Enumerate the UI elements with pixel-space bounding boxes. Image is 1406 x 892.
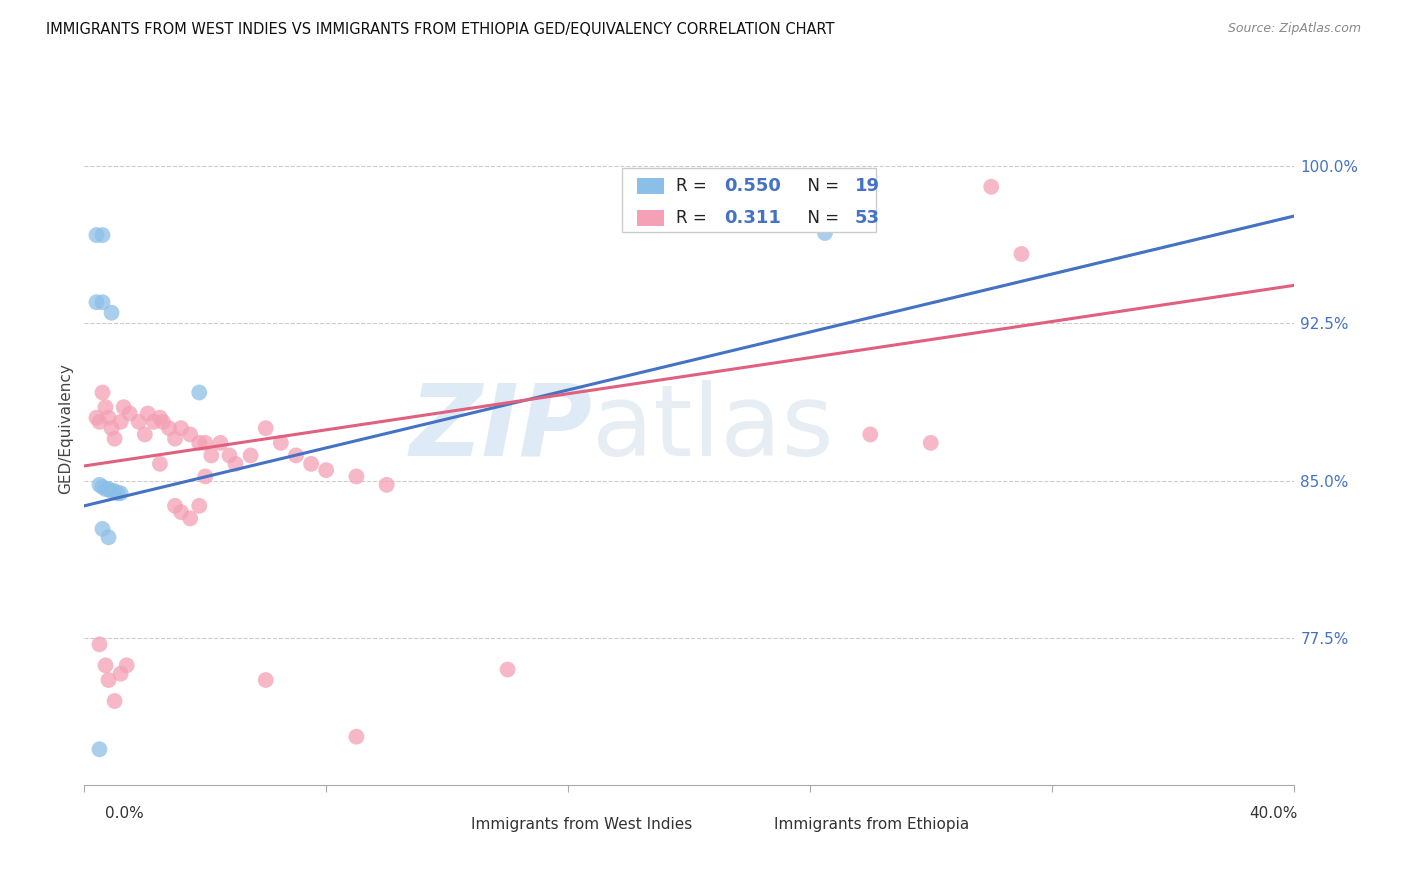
Point <box>100 306 122 320</box>
Point <box>110 666 132 681</box>
Point <box>89 415 111 429</box>
Point <box>375 478 398 492</box>
Text: 53: 53 <box>855 209 880 227</box>
Point <box>1011 247 1033 261</box>
Text: Immigrants from West Indies: Immigrants from West Indies <box>471 817 693 831</box>
Point <box>170 505 193 519</box>
Point <box>118 407 141 421</box>
Point <box>299 457 322 471</box>
Y-axis label: GED/Equivalency: GED/Equivalency <box>58 363 73 493</box>
Point <box>91 295 114 310</box>
Point <box>86 410 108 425</box>
Point <box>218 449 240 463</box>
Point <box>315 463 337 477</box>
Point <box>270 435 292 450</box>
Point <box>128 415 150 429</box>
Point <box>346 730 368 744</box>
Bar <box>637 178 664 194</box>
Point <box>97 482 120 496</box>
Text: ZIP: ZIP <box>409 380 592 476</box>
Point <box>496 663 519 677</box>
Text: IMMIGRANTS FROM WEST INDIES VS IMMIGRANTS FROM ETHIOPIA GED/EQUIVALENCY CORRELAT: IMMIGRANTS FROM WEST INDIES VS IMMIGRANT… <box>46 22 835 37</box>
Point <box>89 637 111 651</box>
Point <box>920 435 942 450</box>
Point <box>89 742 111 756</box>
Text: atlas: atlas <box>592 380 834 476</box>
Point <box>136 407 159 421</box>
Bar <box>441 817 465 833</box>
Point <box>165 432 187 446</box>
Point <box>142 415 165 429</box>
Text: N =: N = <box>797 177 844 194</box>
Point <box>100 421 122 435</box>
Point <box>285 449 308 463</box>
Point <box>91 228 114 243</box>
Point <box>179 511 201 525</box>
Point <box>110 486 132 500</box>
Point <box>188 435 211 450</box>
Point <box>110 415 132 429</box>
Text: 19: 19 <box>855 177 880 194</box>
Text: N =: N = <box>797 209 844 227</box>
Text: Source: ZipAtlas.com: Source: ZipAtlas.com <box>1227 22 1361 36</box>
Point <box>194 435 217 450</box>
Point <box>209 435 232 450</box>
Point <box>165 499 187 513</box>
Point <box>188 499 211 513</box>
Point <box>94 482 117 496</box>
Point <box>91 385 114 400</box>
Point <box>239 449 262 463</box>
Point <box>194 469 217 483</box>
Point <box>254 673 277 687</box>
Point <box>97 530 120 544</box>
Point <box>97 410 120 425</box>
Text: R =: R = <box>676 209 717 227</box>
Bar <box>744 817 768 833</box>
Point <box>346 469 368 483</box>
Text: R =: R = <box>676 177 711 194</box>
Point <box>149 410 172 425</box>
Point <box>152 415 174 429</box>
Point <box>179 427 201 442</box>
Point <box>149 457 172 471</box>
Bar <box>637 210 664 226</box>
Point <box>107 486 129 500</box>
FancyBboxPatch shape <box>623 168 876 232</box>
Text: 0.550: 0.550 <box>724 177 780 194</box>
Point <box>115 658 138 673</box>
Point <box>91 480 114 494</box>
Point <box>100 484 122 499</box>
Point <box>134 427 156 442</box>
Text: 0.0%: 0.0% <box>105 806 145 821</box>
Point <box>86 295 108 310</box>
Point <box>254 421 277 435</box>
Point <box>225 457 247 471</box>
Point <box>86 228 108 243</box>
Point <box>104 694 127 708</box>
Point <box>94 400 117 414</box>
Point <box>91 522 114 536</box>
Text: 40.0%: 40.0% <box>1250 806 1298 821</box>
Text: Immigrants from Ethiopia: Immigrants from Ethiopia <box>773 817 969 831</box>
Point <box>112 400 135 414</box>
Point <box>170 421 193 435</box>
Point <box>814 226 837 240</box>
Point <box>94 658 117 673</box>
Point <box>723 209 745 223</box>
Point <box>97 673 120 687</box>
Point <box>104 484 127 499</box>
Point <box>157 421 180 435</box>
Point <box>200 449 222 463</box>
Point <box>859 427 882 442</box>
Text: 0.311: 0.311 <box>724 209 780 227</box>
Point <box>104 432 127 446</box>
Point <box>188 385 211 400</box>
Point <box>89 478 111 492</box>
Point <box>980 179 1002 194</box>
